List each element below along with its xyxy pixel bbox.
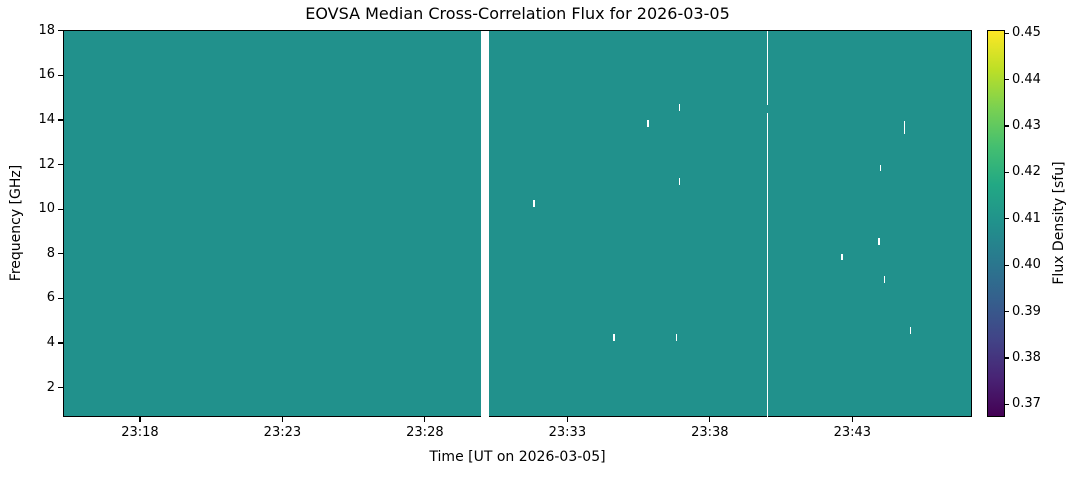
x-tick-label: 23:18 [121, 425, 159, 440]
y-tick-mark [58, 74, 63, 77]
chart-title: EOVSA Median Cross-Correlation Flux for … [305, 4, 730, 23]
x-tick-label: 23:33 [548, 425, 587, 440]
colorbar-tick-mark [1005, 311, 1009, 313]
anomaly-mark [647, 119, 649, 127]
colorbar-tick-mark [1005, 264, 1009, 266]
data-gap-wide-gap [480, 31, 489, 418]
anomaly-mark [613, 333, 615, 341]
y-tick-label: 2 [46, 379, 55, 395]
colorbar-tick-mark [1005, 357, 1009, 359]
colorbar-tick-mark [1005, 218, 1009, 220]
x-tick-mark [424, 417, 426, 422]
colorbar-tick-label: 0.41 [1012, 210, 1041, 226]
anomaly-mark [675, 333, 678, 341]
colorbar-tick-mark [1005, 403, 1009, 406]
colorbar [987, 30, 1005, 417]
x-tick-mark [851, 417, 853, 422]
anomaly-mark [533, 200, 535, 207]
y-tick-label: 16 [38, 67, 55, 83]
y-tick-mark [58, 342, 63, 344]
x-tick-mark [281, 417, 283, 422]
anomaly-mark [678, 104, 681, 112]
anomaly-mark [678, 177, 681, 185]
colorbar-tick-mark [1005, 125, 1009, 127]
y-tick-label: 14 [38, 112, 55, 128]
data-gap-thin-line [766, 113, 769, 418]
colorbar-tick-label: 0.37 [1012, 396, 1041, 412]
y-axis-label: Frequency [GHz] [8, 164, 24, 282]
colorbar-label: Flux Density [sfu] [1051, 161, 1067, 285]
anomaly-mark [903, 121, 906, 135]
y-tick-label: 12 [38, 156, 55, 172]
colorbar-tick-label: 0.38 [1012, 350, 1041, 366]
y-tick-mark [58, 386, 63, 389]
colorbar-tick-label: 0.39 [1012, 303, 1041, 319]
colorbar-tick-mark [1005, 171, 1009, 174]
y-tick-label: 18 [38, 22, 55, 38]
y-tick-mark [58, 164, 63, 166]
colorbar-tick-label: 0.45 [1012, 25, 1041, 41]
y-tick-label: 6 [46, 290, 55, 306]
x-tick-label: 23:43 [833, 425, 872, 440]
anomaly-mark [841, 253, 843, 261]
anomaly-mark [878, 238, 880, 245]
y-tick-mark [58, 297, 63, 299]
data-gap-thin-line [766, 31, 769, 105]
colorbar-tick-mark [1005, 32, 1009, 34]
x-tick-mark [139, 417, 141, 422]
y-tick-label: 4 [46, 334, 55, 350]
anomaly-mark [909, 327, 912, 334]
x-tick-mark [566, 417, 568, 422]
colorbar-tick-label: 0.43 [1012, 118, 1041, 134]
y-tick-mark [58, 208, 63, 210]
anomaly-mark [883, 275, 886, 283]
colorbar-tick-label: 0.44 [1012, 71, 1041, 87]
y-tick-mark [58, 253, 63, 255]
anomaly-mark [879, 164, 882, 172]
colorbar-tick-mark [1005, 79, 1009, 81]
x-tick-label: 23:23 [263, 425, 302, 440]
colorbar-tick-label: 0.40 [1012, 257, 1041, 273]
x-tick-label: 23:28 [406, 425, 444, 440]
heatmap-plot-area [63, 30, 972, 418]
x-tick-mark [709, 417, 711, 422]
colorbar-tick-label: 0.42 [1012, 164, 1041, 180]
x-axis-label: Time [UT on 2026-03-05] [429, 449, 606, 465]
y-tick-label: 8 [46, 245, 55, 261]
x-tick-label: 23:38 [691, 425, 729, 440]
y-tick-mark [58, 30, 63, 32]
y-tick-label: 10 [38, 201, 55, 217]
y-tick-mark [58, 119, 63, 121]
